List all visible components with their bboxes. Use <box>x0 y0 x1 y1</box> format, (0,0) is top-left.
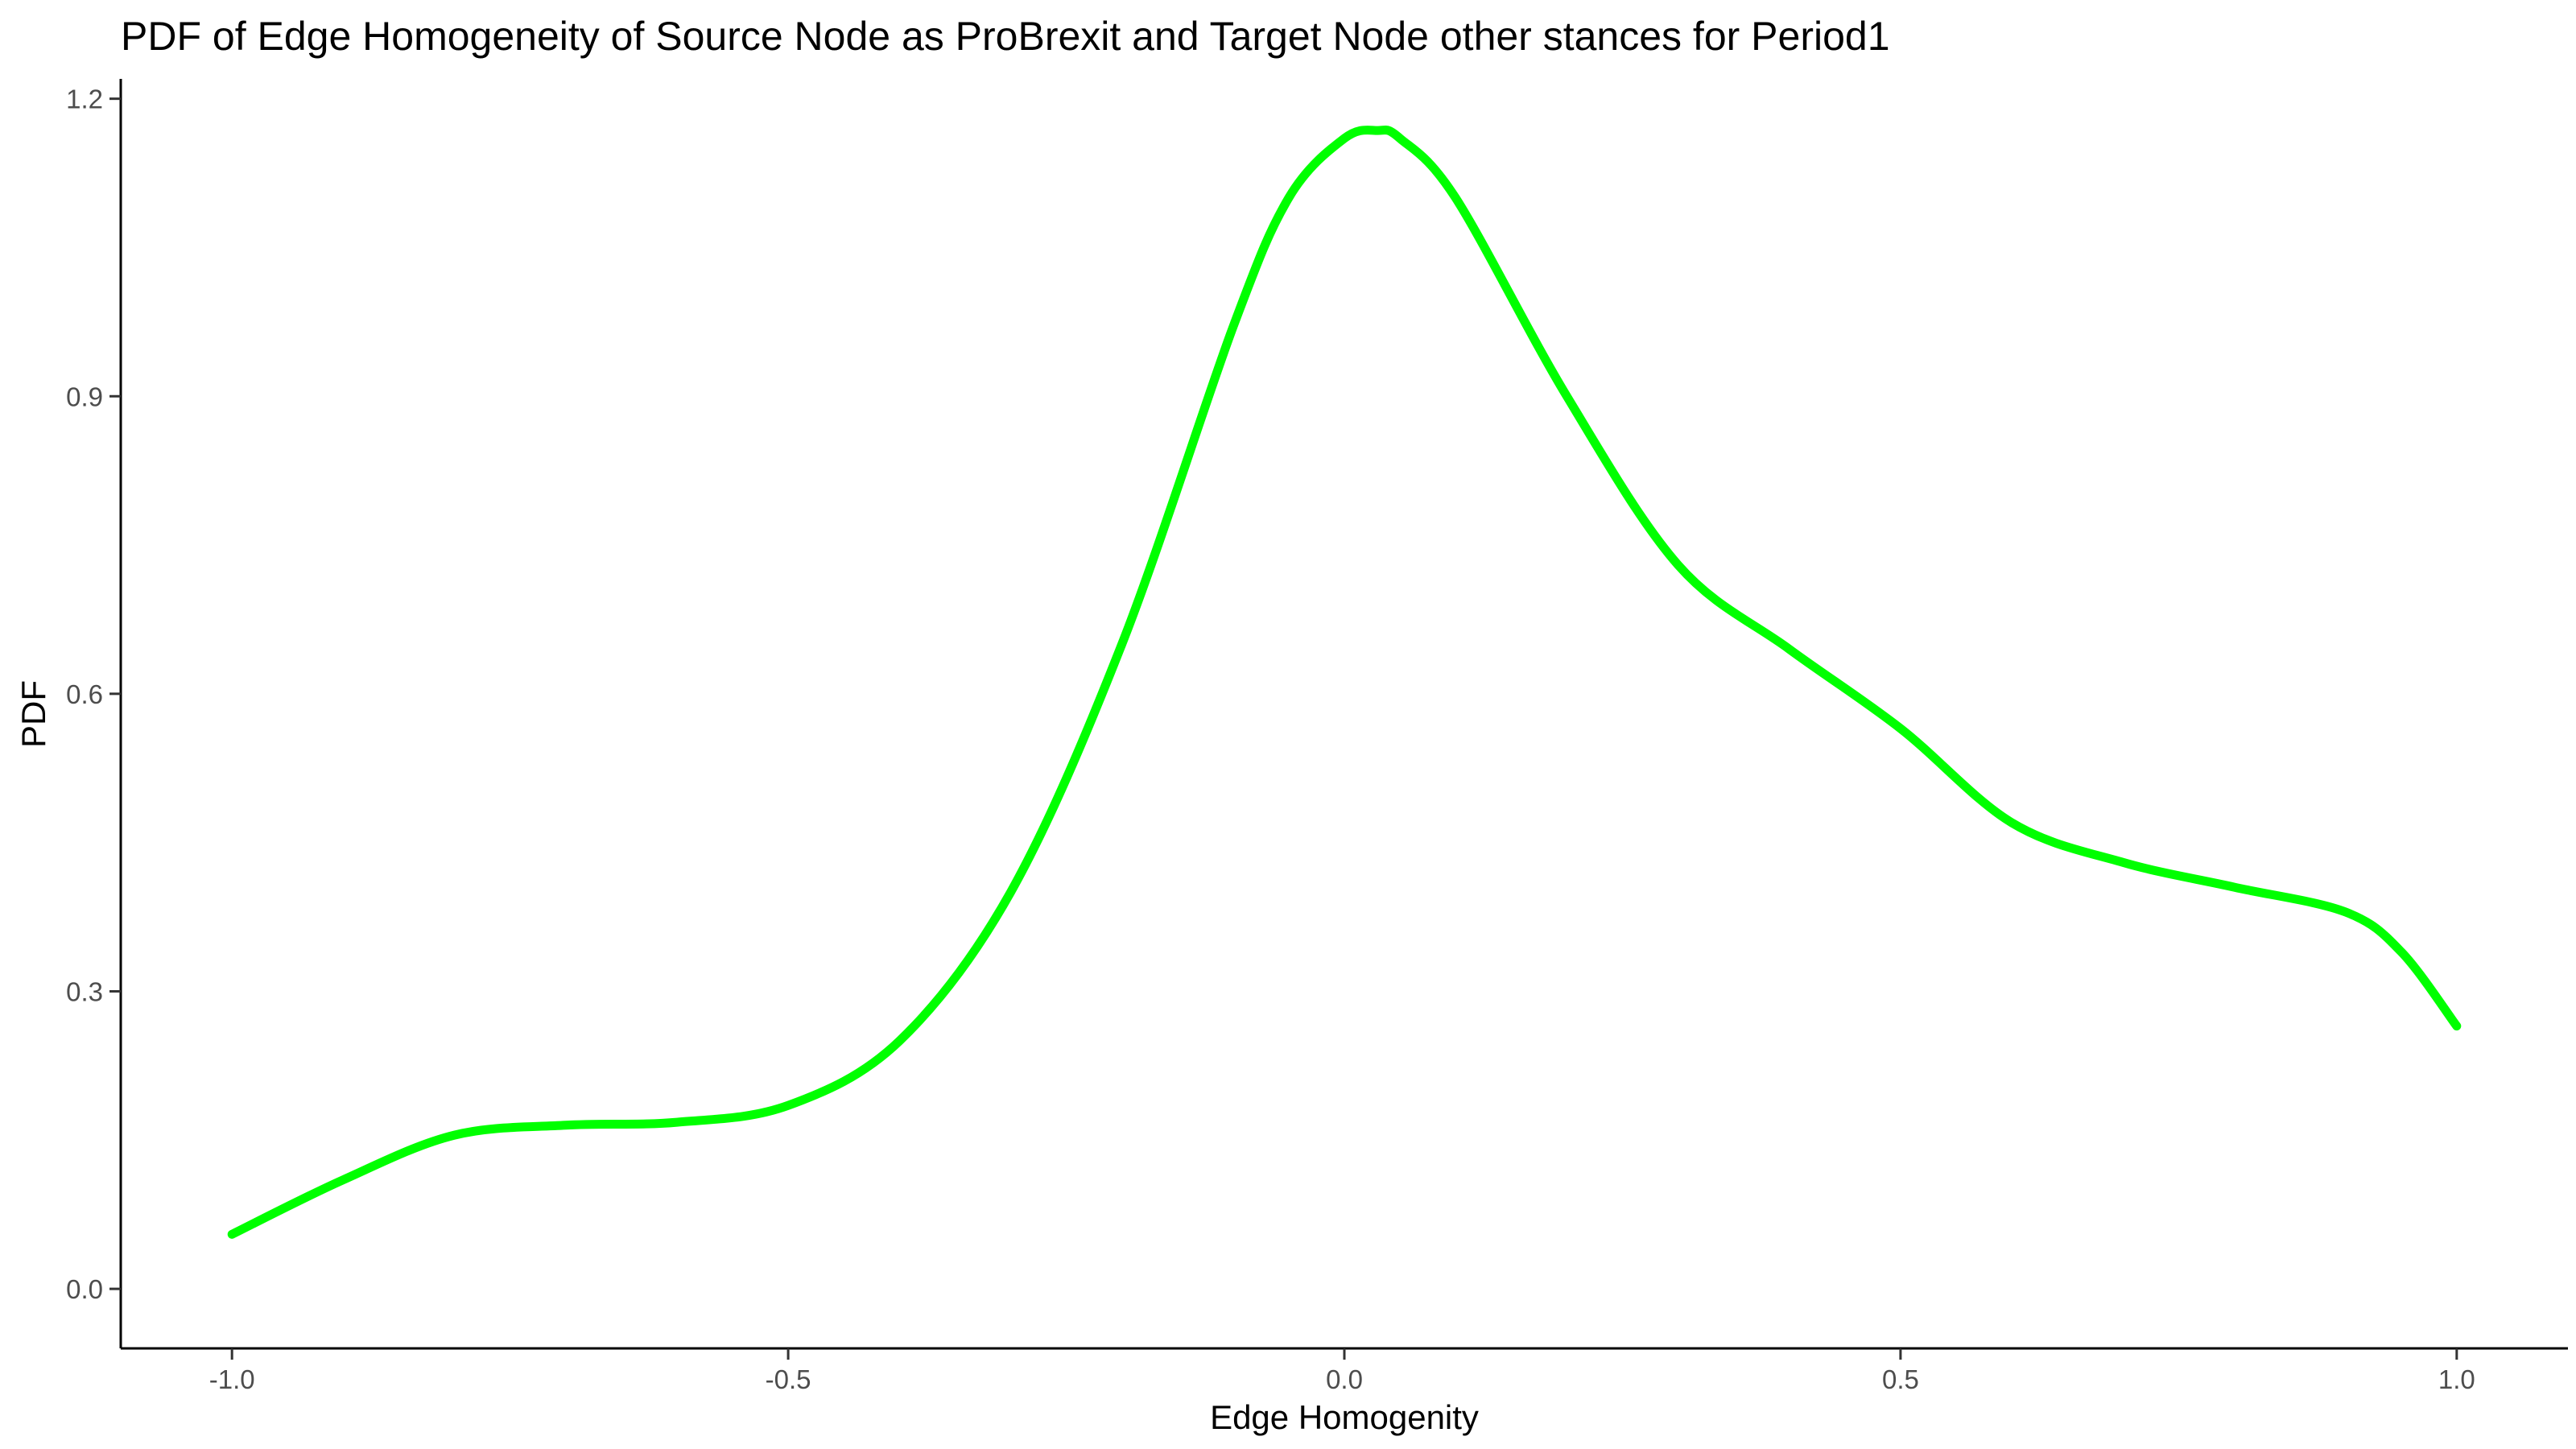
x-tick-label: 1.0 <box>2438 1364 2475 1394</box>
x-axis-ticks: -1.0 -0.5 0.0 0.5 1.0 <box>209 1348 2475 1394</box>
density-curve <box>227 126 2462 1239</box>
y-tick-label: 1.2 <box>66 85 103 114</box>
x-tick-label: 0.5 <box>1882 1364 1919 1394</box>
x-axis-title: Edge Homogenity <box>1210 1398 1479 1436</box>
x-tick-label: 0.0 <box>1326 1364 1363 1394</box>
plot-area <box>227 126 2462 1239</box>
x-tick-label: -1.0 <box>209 1364 255 1394</box>
chart-title: PDF of Edge Homogeneity of Source Node a… <box>121 14 1890 59</box>
y-tick-label: 0.9 <box>66 382 103 411</box>
x-tick-label: -0.5 <box>766 1364 811 1394</box>
y-tick-label: 0.3 <box>66 976 103 1006</box>
y-tick-label: 0.6 <box>66 679 103 709</box>
y-tick-label: 0.0 <box>66 1274 103 1304</box>
y-axis-title: PDF <box>14 680 52 748</box>
y-axis-ticks: 0.0 0.3 0.6 0.9 1.2 <box>66 85 121 1304</box>
